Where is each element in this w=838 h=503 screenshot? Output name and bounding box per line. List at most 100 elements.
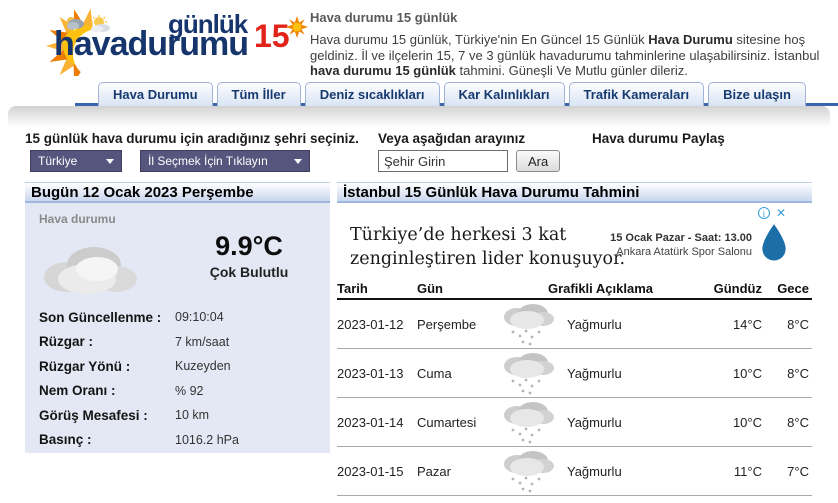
rain-icon: [504, 402, 554, 444]
intro-title: Hava durumu 15 günlük: [310, 10, 458, 25]
ad-text[interactable]: Türkiye’de herkesi 3 kat zenginleştiren …: [350, 225, 626, 269]
row-condition: Yağmurlu: [567, 463, 622, 479]
content-top-band: [8, 106, 830, 126]
today-panel-body: Hava durumu 9.9°C Çok Bulutlu Son Güncel…: [25, 203, 330, 453]
sun-cloud-icon: [91, 15, 110, 33]
detail-value: % 92: [175, 383, 204, 398]
row-day: Cuma: [417, 365, 452, 381]
intro-text-2: sitesine hoş geldiniz. İl ve ilçelerin 1…: [310, 32, 820, 63]
logo-gunluk-text: günlük: [168, 9, 248, 39]
row-date: 2023-01-15: [337, 463, 404, 479]
ad-event-info: 15 Ocak Pazar - Saat: 13.00 Ankara Atatü…: [610, 232, 752, 258]
tab-kar-kalinliklari[interactable]: Kar Kalınlıkları: [443, 82, 565, 106]
detail-row-visibility: Görüş Mesafesi : 10 km: [25, 403, 330, 428]
tab-deniz-sicakliklari[interactable]: Deniz sıcaklıkları: [304, 82, 440, 106]
row-day: Perşembe: [417, 316, 477, 332]
row-day-temp: 14°C: [732, 316, 762, 332]
forecast-panel-header: İstanbul 15 Günlük Hava Durumu Tahmini: [337, 182, 812, 203]
tab-tum-iller[interactable]: Tüm İller: [216, 82, 301, 106]
detail-row-wind: Rüzgar : 7 km/saat: [25, 330, 330, 355]
tab-hava-durumu[interactable]: Hava Durumu: [98, 82, 213, 106]
row-night-temp: 8°C: [787, 365, 809, 381]
row-condition: Yağmurlu: [567, 316, 622, 332]
detail-value: Kuzeyden: [175, 359, 231, 374]
intro-text-1: Hava durumu 15 günlük, Türkiye'nin En Gü…: [310, 32, 649, 47]
detail-label: Görüş Mesafesi :: [39, 407, 148, 423]
col-gun: Gün: [417, 280, 443, 296]
row-condition: Yağmurlu: [567, 414, 622, 430]
ad-event-line2: Ankara Atatürk Spor Salonu: [616, 246, 752, 258]
city-select[interactable]: İl Seçmek İçin Tıklayın: [140, 150, 310, 172]
logo-brand-text: havadurumu: [54, 25, 249, 63]
chevron-down-icon: [294, 158, 302, 164]
col-grafikli-aciklama: Grafikli Açıklama: [547, 280, 653, 296]
today-panel: Bugün 12 Ocak 2023 Perşembe Hava durumu …: [25, 182, 330, 455]
intro-bold-1: Hava Durumu: [648, 32, 733, 47]
row-day: Cumartesi: [417, 414, 477, 430]
forecast-row[interactable]: 2023-01-13 Cuma Yağmurlu 10°C 8°C: [337, 349, 812, 398]
country-select[interactable]: Türkiye: [30, 150, 122, 172]
sun-logo-icon: [46, 8, 116, 76]
city-search-input[interactable]: [378, 150, 508, 172]
ad-info-icon[interactable]: i: [757, 207, 770, 219]
detail-row-last-update: Son Güncellenme : 09:10:04: [25, 305, 330, 330]
water-drop-icon: [762, 224, 786, 261]
row-date: 2023-01-13: [337, 365, 404, 381]
city-select-label: 15 günlük hava durumu için aradığınız şe…: [25, 131, 359, 146]
row-day-temp: 10°C: [732, 414, 762, 430]
detail-value: 1016.2 hPa: [175, 432, 239, 447]
col-gece: Gece: [777, 280, 809, 296]
intro-text-3: tahmini. Güneşli Ve Mutlu günler dileriz…: [455, 63, 688, 78]
forecast-panel: İstanbul 15 Günlük Hava Durumu Tahmini T…: [337, 182, 812, 503]
detail-value: 09:10:04: [175, 310, 224, 325]
detail-row-humidity: Nem Oranı : % 92: [25, 379, 330, 404]
row-day-temp: 11°C: [733, 463, 762, 479]
search-label: Veya aşağıdan arayınız: [378, 131, 526, 146]
col-gunduz: Gündüz: [713, 280, 762, 296]
today-panel-label: Hava durumu: [39, 212, 116, 226]
detail-label: Rüzgar Yönü :: [39, 358, 131, 374]
ad-close-icon[interactable]: ✕: [775, 206, 786, 220]
rain-icon: [504, 353, 554, 395]
share-label: Hava durumu Paylaş: [592, 131, 725, 146]
forecast-row[interactable]: 2023-01-15 Pazar Yağmurlu 11°C 7°C: [337, 447, 812, 496]
forecast-row[interactable]: 2023-01-14 Cumartesi Yağmurlu 10°C 8°C: [337, 398, 812, 447]
rain-icon: [504, 451, 554, 493]
rain-icon: [504, 304, 554, 346]
intro-body: Hava durumu 15 günlük, Türkiye'nin En Gü…: [310, 32, 832, 79]
main-nav: Hava Durumu Tüm İller Deniz sıcaklıkları…: [98, 82, 806, 106]
col-tarih: Tarih: [337, 280, 368, 296]
search-button[interactable]: Ara: [516, 150, 561, 172]
city-select-value: İl Seçmek İçin Tıklayın: [148, 154, 268, 168]
detail-value: 10 km: [175, 408, 210, 423]
storm-icon: [67, 17, 84, 32]
chevron-down-icon: [106, 158, 114, 164]
forecast-table: Tarih Gün Grafikli Açıklama Gündüz Gece …: [337, 278, 812, 496]
row-day-temp: 10°C: [732, 365, 762, 381]
country-select-value: Türkiye: [38, 154, 78, 168]
row-night-temp: 8°C: [787, 316, 809, 332]
ad-event-line1: 15 Ocak Pazar - Saat: 13.00: [610, 232, 752, 244]
detail-label: Rüzgar :: [39, 334, 93, 350]
forecast-table-header: Tarih Gün Grafikli Açıklama Gündüz Gece: [337, 278, 812, 300]
tab-trafik-kameralari[interactable]: Trafik Kameraları: [568, 82, 705, 106]
intro: Hava durumu 15 günlük Hava durumu 15 gün…: [310, 10, 832, 79]
current-temperature: 9.9°C: [215, 231, 283, 261]
row-date: 2023-01-14: [337, 414, 404, 430]
row-night-temp: 8°C: [787, 414, 809, 430]
tab-bize-ulasin[interactable]: Bize ulaşın: [708, 82, 806, 106]
detail-row-pressure: Basınç : 1016.2 hPa: [25, 428, 330, 453]
intro-bold-2: hava durumu 15 günlük: [310, 63, 456, 78]
sun-badge-icon: [286, 16, 308, 38]
detail-label: Son Güncellenme :: [39, 309, 162, 325]
today-details: Son Güncellenme : 09:10:04 Rüzgar : 7 km…: [25, 305, 330, 452]
ad-banner[interactable]: Türkiye’de herkesi 3 kat zenginleştiren …: [337, 203, 812, 278]
detail-label: Basınç :: [39, 432, 92, 448]
forecast-row[interactable]: 2023-01-12 Perşembe Yağmurlu 14°C 8°C: [337, 300, 812, 349]
row-condition: Yağmurlu: [567, 365, 622, 381]
row-night-temp: 7°C: [787, 463, 809, 479]
site-logo[interactable]: günlük havadurumu 15: [28, 4, 318, 78]
current-condition: Çok Bulutlu: [209, 264, 289, 280]
logo-15-text: 15: [254, 18, 290, 54]
